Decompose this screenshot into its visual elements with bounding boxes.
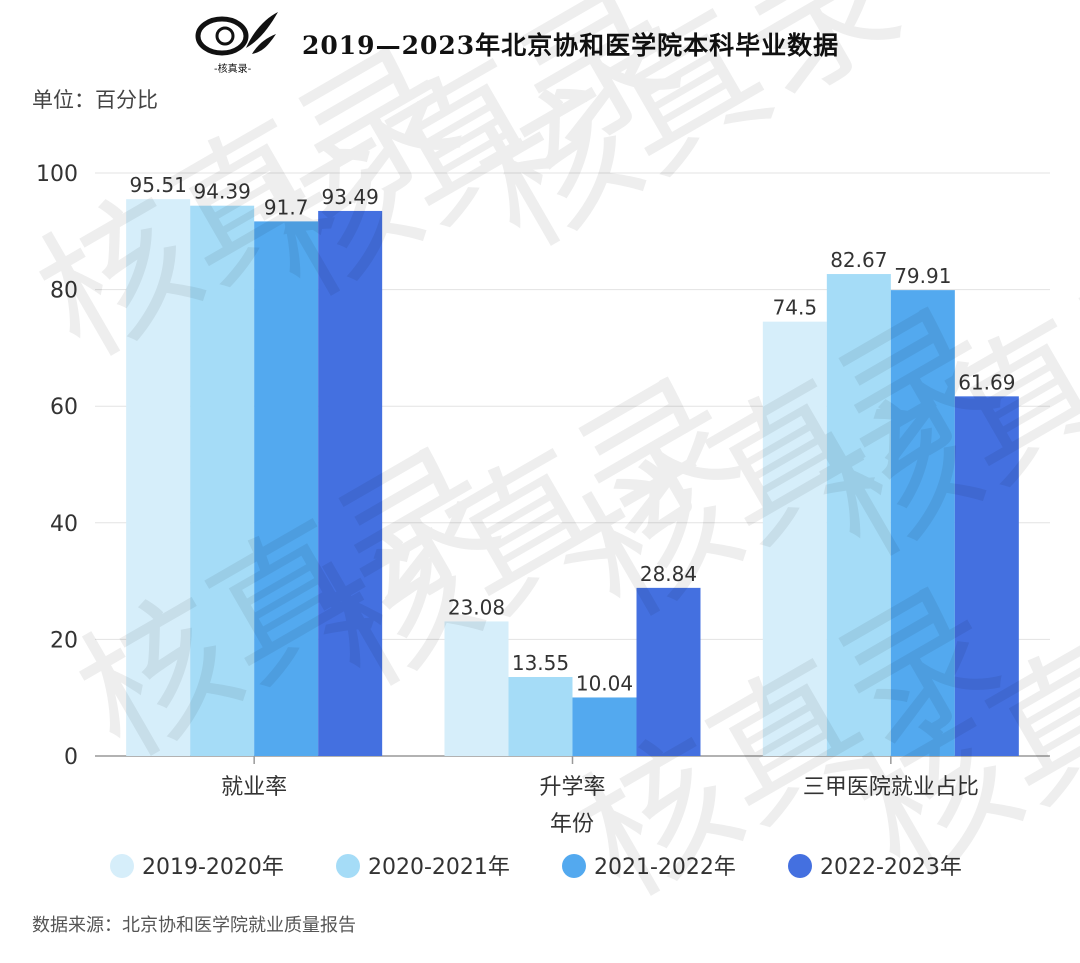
y-tick-label: 20 (50, 628, 78, 653)
legend-label: 2020-2021年 (368, 855, 510, 880)
data-label: 13.55 (512, 651, 569, 675)
legend-swatch (110, 854, 134, 878)
legend-item[interactable]: 2022-2023年 (788, 854, 962, 880)
bar[interactable] (126, 199, 191, 756)
bar[interactable] (890, 290, 955, 756)
legend-item[interactable]: 2021-2022年 (562, 854, 736, 880)
legend-item[interactable]: 2020-2021年 (336, 854, 510, 880)
data-label: 23.08 (448, 595, 505, 619)
x-axis-ticks: 就业率 升学率 三甲医院就业占比 (221, 756, 979, 800)
source-label: 数据来源：北京协和医学院就业质量报告 (32, 915, 356, 936)
bar[interactable] (254, 221, 319, 756)
y-tick-label: 60 (50, 395, 78, 420)
legend-label: 2022-2023年 (820, 855, 962, 880)
logo-icon: -核真录- (195, 12, 278, 75)
bar[interactable] (444, 621, 509, 756)
x-tick-label: 三甲医院就业占比 (803, 775, 979, 800)
bar[interactable] (508, 677, 573, 756)
legend-item[interactable]: 2019-2020年 (110, 854, 284, 880)
bar[interactable] (318, 210, 383, 756)
bar[interactable] (572, 697, 637, 756)
legend-label: 2019-2020年 (142, 855, 284, 880)
data-label: 91.7 (264, 195, 309, 219)
legend-swatch (562, 854, 586, 878)
bars (126, 199, 1019, 756)
header: -核真录- 2019—2023年北京协和医学院本科毕业数据 (0, 0, 1080, 80)
data-label: 61.69 (958, 370, 1015, 394)
y-tick-label: 80 (50, 279, 78, 304)
legend-label: 2021-2022年 (594, 855, 736, 880)
legend-swatch (788, 854, 812, 878)
bar[interactable] (826, 274, 891, 756)
bar[interactable] (636, 587, 701, 756)
data-label: 28.84 (640, 562, 697, 586)
legend[interactable]: 2019-2020年 2020-2021年 2021-2022年 2022-2023年 (110, 854, 962, 880)
legend-swatch (336, 854, 360, 878)
data-label: 93.49 (322, 185, 379, 209)
unit-label: 单位：百分比 (32, 88, 158, 112)
x-tick-label: 升学率 (539, 775, 605, 800)
y-axis-ticks: 0 20 40 60 80 100 (36, 162, 78, 770)
bar[interactable] (954, 396, 1019, 756)
y-tick-label: 0 (64, 745, 78, 770)
data-label: 10.04 (576, 671, 633, 695)
data-label: 79.91 (894, 264, 951, 288)
bar[interactable] (762, 321, 827, 756)
y-tick-label: 100 (36, 162, 78, 187)
value-labels: 95.51 94.39 91.7 93.49 23.08 13.55 10.04 28.84 7… (130, 173, 1016, 695)
data-label: 94.39 (194, 180, 251, 204)
y-tick-label: 40 (50, 512, 78, 537)
x-axis-title: 年份 (550, 812, 594, 837)
bar[interactable] (190, 205, 255, 756)
data-label: 82.67 (830, 248, 887, 272)
page-title: 2019—2023年北京协和医学院本科毕业数据 (302, 31, 840, 60)
x-tick-label: 就业率 (221, 775, 287, 800)
data-label: 74.5 (773, 296, 818, 320)
data-label: 95.51 (130, 173, 187, 197)
logo-text: -核真录- (214, 62, 252, 75)
